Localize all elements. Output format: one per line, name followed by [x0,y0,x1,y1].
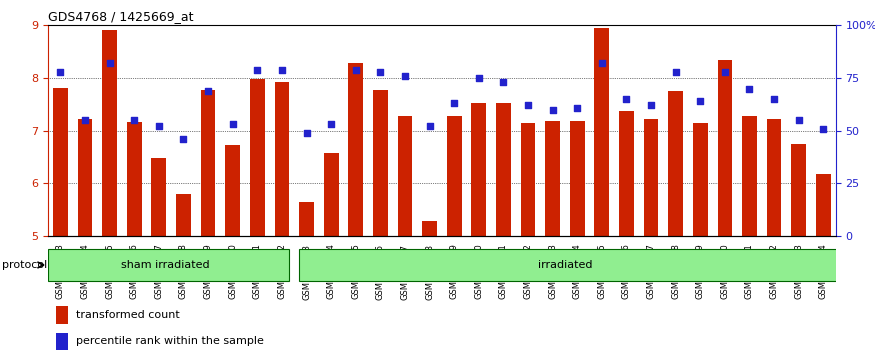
Point [447,101,461,106]
Text: transformed count: transformed count [76,310,179,320]
Point [816,126,830,131]
Bar [226,146,240,236]
Point [570,105,584,110]
Point [250,67,264,73]
Point [668,69,682,75]
Text: GDS4768 / 1425669_at: GDS4768 / 1425669_at [48,10,193,23]
Point [324,122,338,127]
Bar [594,28,609,236]
Bar [373,90,388,236]
Point [743,86,757,91]
Point [102,60,116,66]
Bar [56,306,68,324]
Text: irradiated: irradiated [537,260,592,270]
Point [177,136,191,142]
Point [53,69,67,75]
Point [718,69,732,75]
Bar [348,63,363,236]
Bar [102,30,117,236]
Bar [766,119,781,236]
Point [299,130,313,136]
Bar [299,202,314,236]
Point [693,98,707,104]
Point [620,96,634,102]
Bar [200,90,215,236]
Point [472,75,486,81]
Bar [668,91,683,236]
Point [152,123,166,129]
Bar [447,116,462,236]
Text: percentile rank within the sample: percentile rank within the sample [76,336,263,346]
FancyBboxPatch shape [48,249,290,281]
Bar [496,103,511,236]
Point [398,73,412,79]
Point [275,67,289,73]
Bar [78,119,93,236]
Point [374,69,388,75]
Bar [472,103,487,236]
Point [201,88,215,94]
Point [644,102,658,108]
Bar [693,123,708,236]
Point [792,117,806,123]
Bar [521,123,536,236]
Point [349,67,363,73]
Point [767,96,781,102]
Bar [620,111,634,236]
Point [226,122,240,127]
Bar [423,221,437,236]
Bar [545,121,560,236]
Point [423,123,437,129]
Bar [53,87,68,236]
Text: protocol: protocol [2,260,47,270]
Bar [791,144,806,236]
Bar [570,121,584,236]
Point [78,117,92,123]
Bar [718,60,732,236]
Bar [816,174,830,236]
Bar [397,116,412,236]
Bar [56,333,68,350]
Point [595,60,609,66]
Bar [644,119,659,236]
FancyBboxPatch shape [299,249,845,281]
Bar [176,194,191,236]
Point [546,107,560,113]
Point [127,117,141,123]
Bar [275,82,290,236]
Bar [250,79,265,236]
Bar [742,116,757,236]
Point [521,102,535,108]
Text: sham irradiated: sham irradiated [121,260,209,270]
Bar [324,153,339,236]
Bar [127,122,142,236]
Point [496,79,510,85]
Bar [151,158,166,236]
